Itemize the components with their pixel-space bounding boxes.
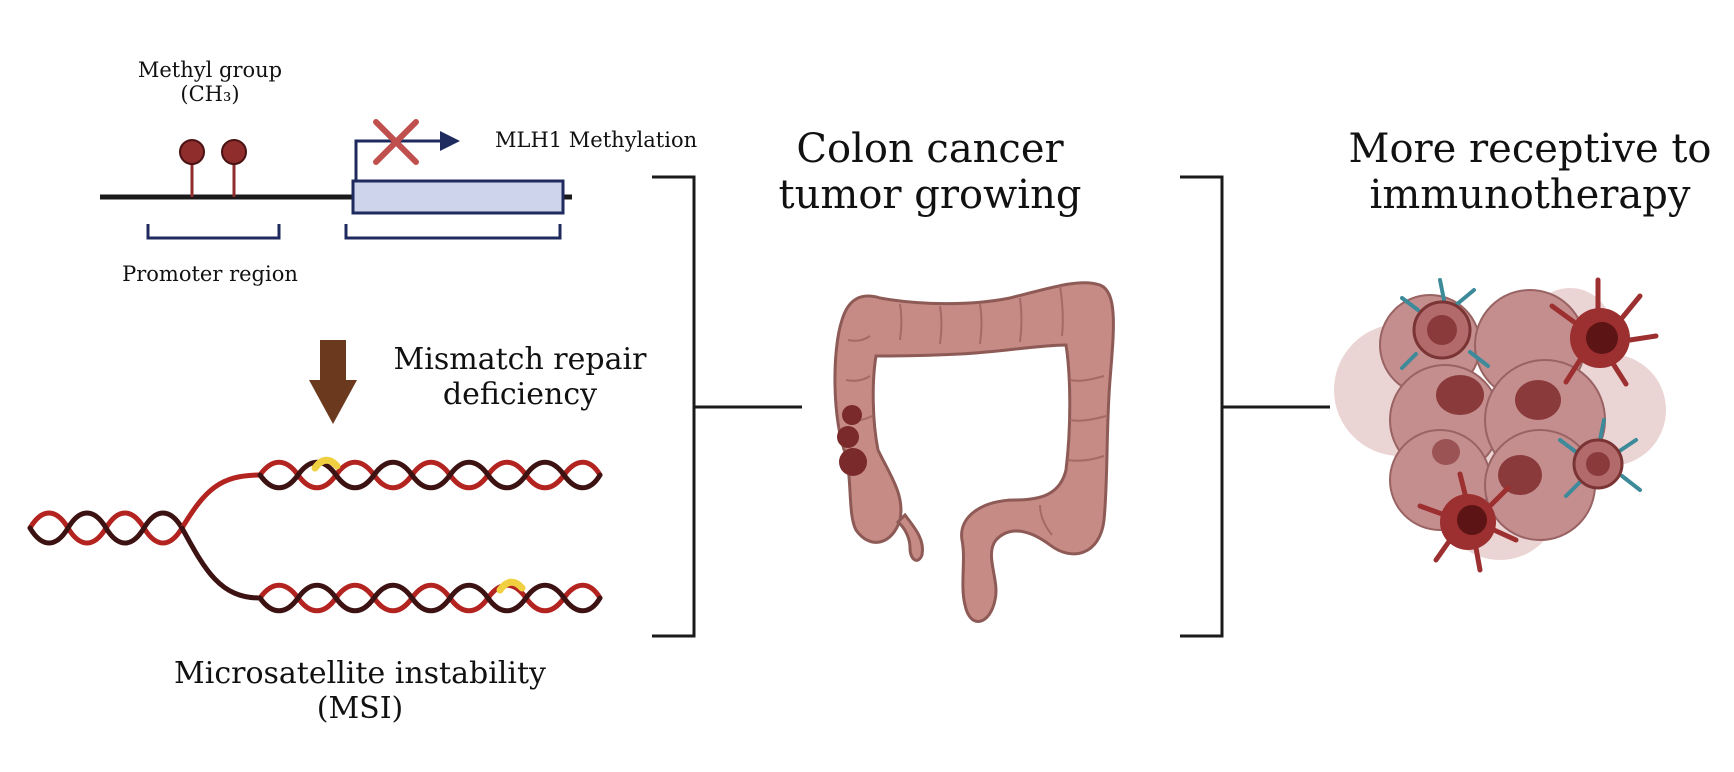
methyl-group-label: Methyl group (CH₃) bbox=[110, 58, 310, 106]
dna-strand-lower-b bbox=[257, 582, 603, 614]
t-cell-with-antibodies-top bbox=[1400, 278, 1490, 370]
msi-label-line2: (MSI) bbox=[316, 690, 404, 726]
tumor-polyp-2 bbox=[837, 426, 859, 448]
tumor-polyp-3 bbox=[839, 448, 867, 476]
connector-left bbox=[652, 175, 802, 638]
down-arrow-icon bbox=[309, 340, 357, 424]
methyl-group-icon-1 bbox=[179, 139, 205, 165]
colon-haustra bbox=[845, 285, 1107, 536]
promoter-region-label: Promoter region bbox=[122, 262, 298, 286]
msi-label: Microsatellite instability (MSI) bbox=[160, 656, 560, 726]
mlh1-gene-box bbox=[351, 179, 565, 215]
methyl-group-label-line2: (CH₃) bbox=[180, 82, 240, 107]
mlh1-methylation-label: MLH1 Methylation bbox=[495, 128, 698, 152]
colon-cancer-title-line1: Colon cancer bbox=[796, 126, 1064, 172]
tumor-nuclei bbox=[1432, 375, 1561, 495]
gene-bracket bbox=[344, 224, 562, 240]
connector-right bbox=[1180, 175, 1330, 638]
immunotherapy-title-line1: More receptive to bbox=[1348, 126, 1712, 172]
fork-arm-lower bbox=[179, 525, 263, 601]
colon-cancer-title-line2: tumor growing bbox=[778, 172, 1082, 218]
dna-strand-lower-a bbox=[257, 582, 603, 614]
dna-replication-fork bbox=[27, 456, 603, 614]
immune-cell-dendritic-top-right bbox=[1549, 277, 1659, 387]
mismatch-repair-label: Mismatch repair deficiency bbox=[380, 342, 660, 412]
colon-cancer-title: Colon cancer tumor growing bbox=[760, 126, 1100, 218]
msi-label-line1: Microsatellite instability bbox=[174, 656, 546, 691]
mismatch-marker-lower bbox=[496, 578, 526, 594]
methyl-group-label-line1: Methyl group bbox=[137, 58, 283, 82]
fork-arm-upper bbox=[179, 472, 263, 531]
immune-cell-dendritic-bottom bbox=[1417, 471, 1519, 573]
methylation-schematic bbox=[100, 119, 572, 240]
mismatch-repair-label-line1: Mismatch repair bbox=[393, 342, 647, 377]
dna-strand-upper-a bbox=[257, 459, 603, 491]
transcription-arrowhead-icon bbox=[440, 131, 460, 151]
colon-body bbox=[833, 281, 1115, 623]
transcription-start-arrow bbox=[354, 139, 440, 181]
colon-illustration bbox=[833, 281, 1115, 623]
blocked-x-icon bbox=[373, 119, 419, 165]
immunotherapy-title-line2: immunotherapy bbox=[1369, 172, 1691, 218]
mismatch-repair-label-line2: deficiency bbox=[442, 376, 598, 412]
t-cell-with-antibodies-right bbox=[1558, 418, 1642, 498]
immunotherapy-title: More receptive to immunotherapy bbox=[1340, 126, 1720, 218]
appendix bbox=[895, 512, 925, 562]
tumor-cluster-illustration bbox=[1334, 277, 1666, 573]
mismatch-marker-upper bbox=[311, 456, 341, 472]
dna-strand-parent-b bbox=[27, 510, 185, 546]
methyl-group-icon-2 bbox=[221, 139, 247, 165]
promoter-bracket bbox=[146, 224, 281, 240]
tumor-polyp-1 bbox=[842, 405, 862, 425]
